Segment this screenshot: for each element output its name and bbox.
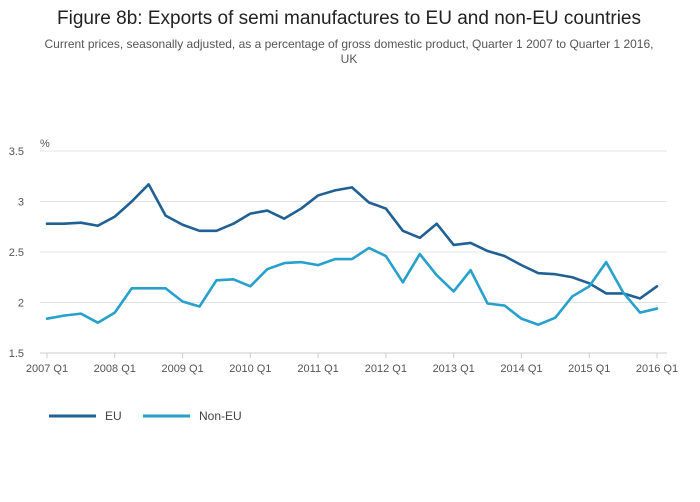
chart-subtitle-line-2: UK [341,52,358,66]
x-tick-label: 2014 Q1 [500,363,542,375]
y-axis-ticks: 1.5 2 2.5 3 3.5 [9,146,24,360]
series-lines [45,183,659,327]
gridlines [40,150,667,354]
series-line-eu [45,183,659,300]
x-tick-label: 2008 Q1 [94,363,136,375]
chart-title: Figure 8b: Exports of semi manufactures … [57,8,641,29]
x-tick-label: 2009 Q1 [161,363,203,375]
legend-label-non-eu: Non-EU [199,409,242,423]
x-tick-label: 2015 Q1 [568,363,610,375]
y-tick-label: 3.5 [9,146,24,158]
chart-subtitle-line-1: Current prices, seasonally adjusted, as … [44,37,653,51]
legend-label-eu: EU [105,409,122,423]
x-tick-label: 2010 Q1 [229,363,271,375]
x-tick-label: 2012 Q1 [365,363,407,375]
x-tick-label: 2011 Q1 [297,363,338,375]
y-tick-label: 3 [18,197,24,209]
y-tick-label: 2 [18,298,24,310]
y-axis-unit-label: % [40,138,50,150]
x-tick-label: 2013 Q1 [433,363,475,375]
x-axis-ticks: 2007 Q1 2008 Q1 2009 Q1 2010 Q1 2011 Q1 2012 … [26,353,678,375]
y-tick-label: 2.5 [9,247,24,259]
x-tick-label: 2016 Q1 [636,363,678,375]
y-tick-label: 1.5 [9,348,24,360]
legend: EU Non-EU [49,409,242,423]
x-tick-label: 2007 Q1 [26,363,68,375]
series-line-non-eu [45,246,659,327]
